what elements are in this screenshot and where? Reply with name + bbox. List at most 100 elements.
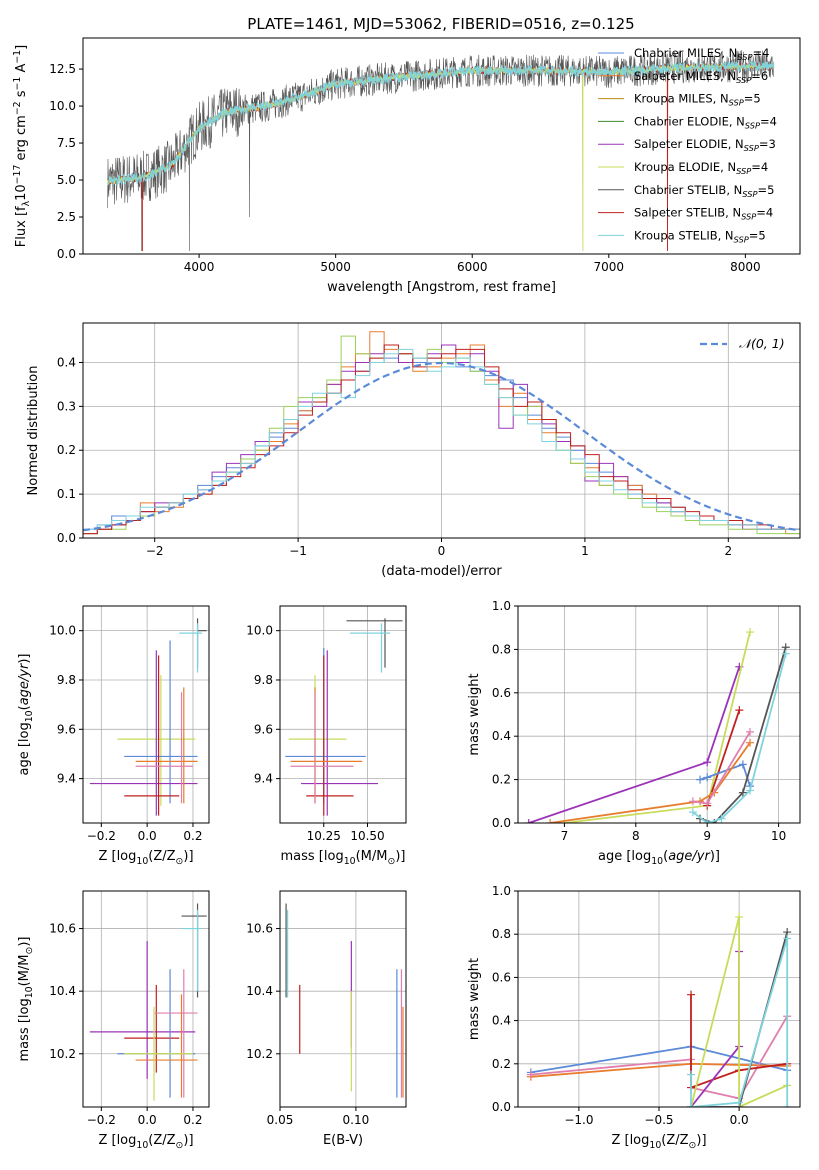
- x-tick-label: 0.2: [183, 1113, 202, 1127]
- histogram-series: [83, 344, 800, 538]
- x-axis-label: wavelength [Angstrom, rest frame]: [327, 280, 556, 295]
- weight-marker: [746, 727, 755, 736]
- weight-marker: [738, 760, 747, 769]
- y-tick-label: 10.2: [246, 1047, 273, 1061]
- legend-entry: Chabrier ELODIE, NSSP=4: [634, 114, 777, 130]
- normal-curve: [83, 361, 800, 532]
- plot-area: [285, 618, 403, 816]
- plot-area: [524, 628, 790, 823]
- legend-entry: Chabrier STELIB, NSSP=5: [634, 183, 774, 199]
- y-tick-label: 9.4: [57, 772, 76, 786]
- weight-marker: [735, 1098, 744, 1107]
- weight-marker: [546, 819, 555, 823]
- legend-entry: Salpeter ELODIE, NSSP=3: [634, 137, 776, 153]
- weight-marker: [746, 786, 755, 795]
- weight-series-line: [690, 994, 788, 1089]
- weight-marker: [688, 797, 697, 806]
- y-tick-label: 0.2: [492, 773, 511, 787]
- weight-series-line: [564, 631, 751, 823]
- x-tick-label: 1: [581, 544, 589, 558]
- x-tick-label: −1.0: [564, 1113, 593, 1127]
- plot-area: [526, 912, 792, 1107]
- y-tick-label: 9.4: [254, 772, 273, 786]
- legend-entry: Salpeter STELIB, NSSP=4: [634, 206, 773, 222]
- y-axis-label: Flux [fλ10−17 erg cm−2 s−1 A−1]: [12, 45, 32, 247]
- x-axis-label: age [log10(age/yr)]: [598, 849, 720, 867]
- y-tick-label: 10.0: [49, 624, 76, 638]
- x-tick-label: 10: [771, 829, 786, 843]
- y-tick-label: 1.0: [492, 884, 511, 898]
- y-tick-label: 10.4: [246, 984, 273, 998]
- weight-marker: [687, 990, 696, 999]
- x-tick-label: 8000: [730, 260, 761, 274]
- plot-area: [285, 903, 404, 1098]
- histogram-series: [83, 348, 800, 538]
- x-axis-label: Z [log10(Z/Z⊙)]: [98, 849, 193, 867]
- legend-entry: Kroupa ELODIE, NSSP=4: [634, 160, 768, 176]
- x-tick-label: 7: [561, 829, 569, 843]
- y-tick-label: 1.0: [492, 599, 511, 613]
- y-tick-label: 0.6: [492, 686, 511, 700]
- x-axis-label: mass [log10(M/M⊙)]: [281, 849, 406, 867]
- y-axis-label: mass weight: [467, 673, 482, 755]
- x-tick-label: 9: [703, 829, 711, 843]
- weight-marker: [735, 912, 744, 921]
- weight-marker: [703, 758, 712, 767]
- x-tick-label: 10.25: [307, 829, 341, 843]
- y-tick-label: 10.2: [49, 1047, 76, 1061]
- y-tick-label: 2.5: [57, 210, 76, 224]
- plot-area: [83, 331, 800, 538]
- y-axis-label: age [log10(age/yr)]: [17, 653, 35, 775]
- legend-entry: 𝒩(0, 1): [739, 336, 785, 351]
- weight-marker: [746, 738, 755, 747]
- x-tick-label: 0.0: [138, 1113, 157, 1127]
- y-tick-label: 9.8: [254, 673, 273, 687]
- axes-frame: [82, 37, 801, 255]
- weight-marker: [688, 808, 697, 817]
- weight-marker: [703, 819, 712, 823]
- weight-marker: [781, 649, 790, 658]
- y-tick-label: 10.0: [49, 99, 76, 113]
- weight-marker: [687, 1103, 696, 1107]
- x-tick-label: 6000: [457, 260, 488, 274]
- axes-frame: [517, 605, 801, 824]
- y-tick-label: 0.8: [492, 927, 511, 941]
- y-tick-label: 12.5: [49, 62, 76, 76]
- x-axis-label: Z [log10(Z/Z⊙)]: [611, 1133, 706, 1151]
- y-tick-label: 5.0: [57, 173, 76, 187]
- legend-entry: Salpeter MILES, NSSP=6: [634, 69, 768, 85]
- y-tick-label: 0.4: [57, 355, 76, 369]
- x-tick-label: 0.05: [267, 1113, 294, 1127]
- legend-entry: Kroupa MILES, NSSP=5: [634, 92, 761, 108]
- x-tick-label: 10.50: [350, 829, 384, 843]
- figure-title: PLATE=1461, MJD=53062, FIBERID=0516, z=0…: [247, 15, 634, 33]
- y-tick-label: 0.8: [492, 642, 511, 656]
- x-tick-label: −0.5: [644, 1113, 673, 1127]
- x-tick-label: 8: [632, 829, 640, 843]
- y-tick-label: 0.0: [492, 1100, 511, 1114]
- y-tick-label: 10.6: [246, 922, 273, 936]
- legend-entry: Chabrier MILES, NSSP=4: [634, 46, 769, 62]
- x-tick-label: 0.0: [138, 829, 157, 843]
- y-tick-label: 0.0: [57, 531, 76, 545]
- y-tick-label: 9.6: [254, 722, 273, 736]
- y-tick-label: 0.0: [57, 247, 76, 261]
- x-tick-label: −0.2: [87, 1113, 116, 1127]
- spectrum-model-line: [107, 60, 775, 186]
- weight-marker: [735, 706, 744, 715]
- weight-series-line: [690, 951, 740, 1107]
- weight-marker: [783, 1103, 792, 1107]
- y-axis-label: mass [log10(M/M⊙)]: [17, 937, 35, 1062]
- panel-spectrum: 4000 5000 6000 7000 8000 0.0 2.5 5.0 7.5 10.0 12.5…: [12, 37, 801, 295]
- y-tick-label: 0.2: [492, 1057, 511, 1071]
- plot-area: [89, 903, 207, 1101]
- axes-frame: [279, 890, 407, 1108]
- spectrum-data-line: [107, 50, 775, 252]
- panel-age_vs_z_errorbars: −0.2 0.0 0.2 9.4 9.6 9.8 10.0 Z [log10(Z/Z⊙)] ag…: [17, 605, 210, 867]
- y-tick-label: 0.3: [57, 399, 76, 413]
- axes-frame: [82, 605, 210, 824]
- panel-residuals: −2 −1 0 1 2 0.0 0.1 0.2 0.3 0.4 (data-model)/error…: [26, 322, 801, 579]
- weight-marker: [526, 1070, 535, 1079]
- weight-marker: [524, 819, 533, 823]
- x-tick-label: 5000: [320, 260, 351, 274]
